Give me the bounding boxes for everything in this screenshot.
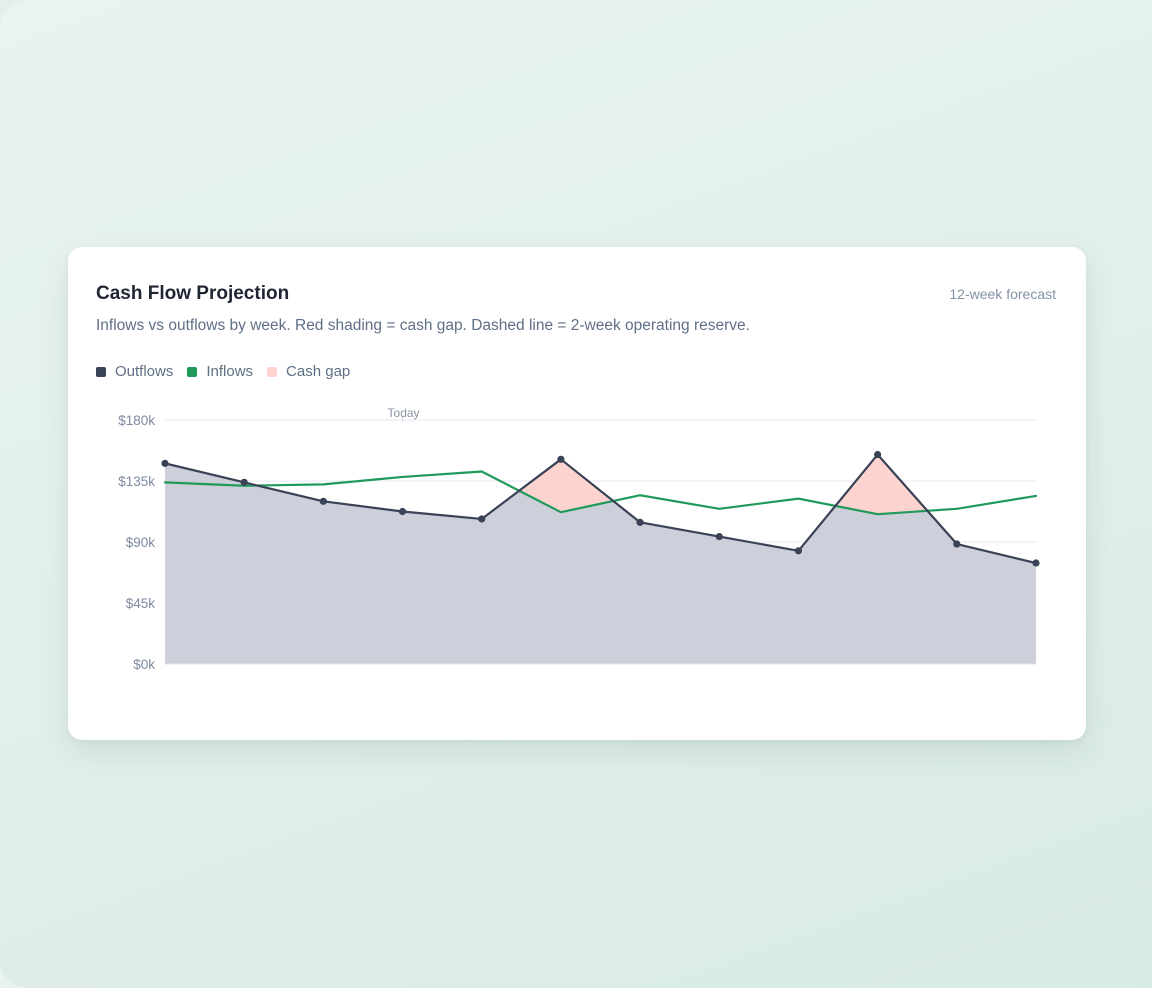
outflows-area bbox=[165, 454, 1036, 664]
forecast-badge: 12-week forecast bbox=[949, 286, 1056, 302]
outflow-point bbox=[557, 455, 565, 463]
outflow-point bbox=[161, 459, 169, 467]
legend-label-inflows: Inflows bbox=[206, 363, 254, 380]
cash-flow-card: Cash Flow Projection 12-week forecast In… bbox=[68, 247, 1086, 740]
cash-gap-swatch bbox=[267, 366, 278, 377]
y-tick-label: $135k bbox=[118, 474, 155, 489]
outflow-point bbox=[794, 547, 803, 555]
cash-flow-chart: $180k $135k $90k $45k $0k Today bbox=[118, 406, 1040, 672]
card-subtitle: Inflows vs outflows by week. Red shading… bbox=[96, 317, 750, 334]
y-tick-label: $180k bbox=[118, 413, 155, 428]
inflows-swatch bbox=[187, 366, 198, 377]
outflows-line bbox=[163, 453, 1038, 565]
outflow-point bbox=[715, 532, 723, 541]
y-tick-label: $90k bbox=[126, 535, 156, 550]
cash-gap-shading bbox=[519, 459, 614, 513]
legend-item-outflows[interactable]: Outflows bbox=[96, 363, 173, 380]
y-tick-label: $45k bbox=[126, 596, 156, 611]
outflows-swatch bbox=[96, 366, 106, 377]
legend-label-outflows: Outflows bbox=[115, 363, 174, 380]
legend-item-cash-gap[interactable]: Cash gap bbox=[267, 363, 350, 380]
outflow-point bbox=[478, 515, 486, 523]
outflow-point bbox=[636, 518, 644, 526]
outflow-point bbox=[319, 497, 327, 505]
outflow-point bbox=[874, 450, 882, 459]
legend-item-inflows[interactable]: Inflows bbox=[187, 363, 253, 380]
outflow-point bbox=[240, 478, 248, 486]
chart-legend: Outflows Inflows Cash gap bbox=[96, 363, 350, 380]
legend-label-cash-gap: Cash gap bbox=[286, 363, 351, 380]
outflow-point bbox=[953, 540, 961, 548]
card-title: Cash Flow Projection bbox=[96, 283, 290, 304]
cash-gap-shading bbox=[835, 454, 928, 515]
today-label: Today bbox=[388, 406, 420, 420]
outflow-point bbox=[398, 507, 407, 516]
inflows-line bbox=[163, 470, 1038, 516]
outflow-point bbox=[1032, 559, 1040, 567]
y-tick-label: $0k bbox=[133, 657, 155, 672]
